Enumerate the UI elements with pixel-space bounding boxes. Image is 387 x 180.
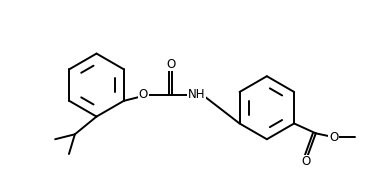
- Text: O: O: [139, 88, 148, 101]
- Text: NH: NH: [188, 88, 205, 101]
- Text: O: O: [302, 155, 311, 168]
- Text: O: O: [166, 58, 175, 71]
- Text: O: O: [329, 131, 338, 144]
